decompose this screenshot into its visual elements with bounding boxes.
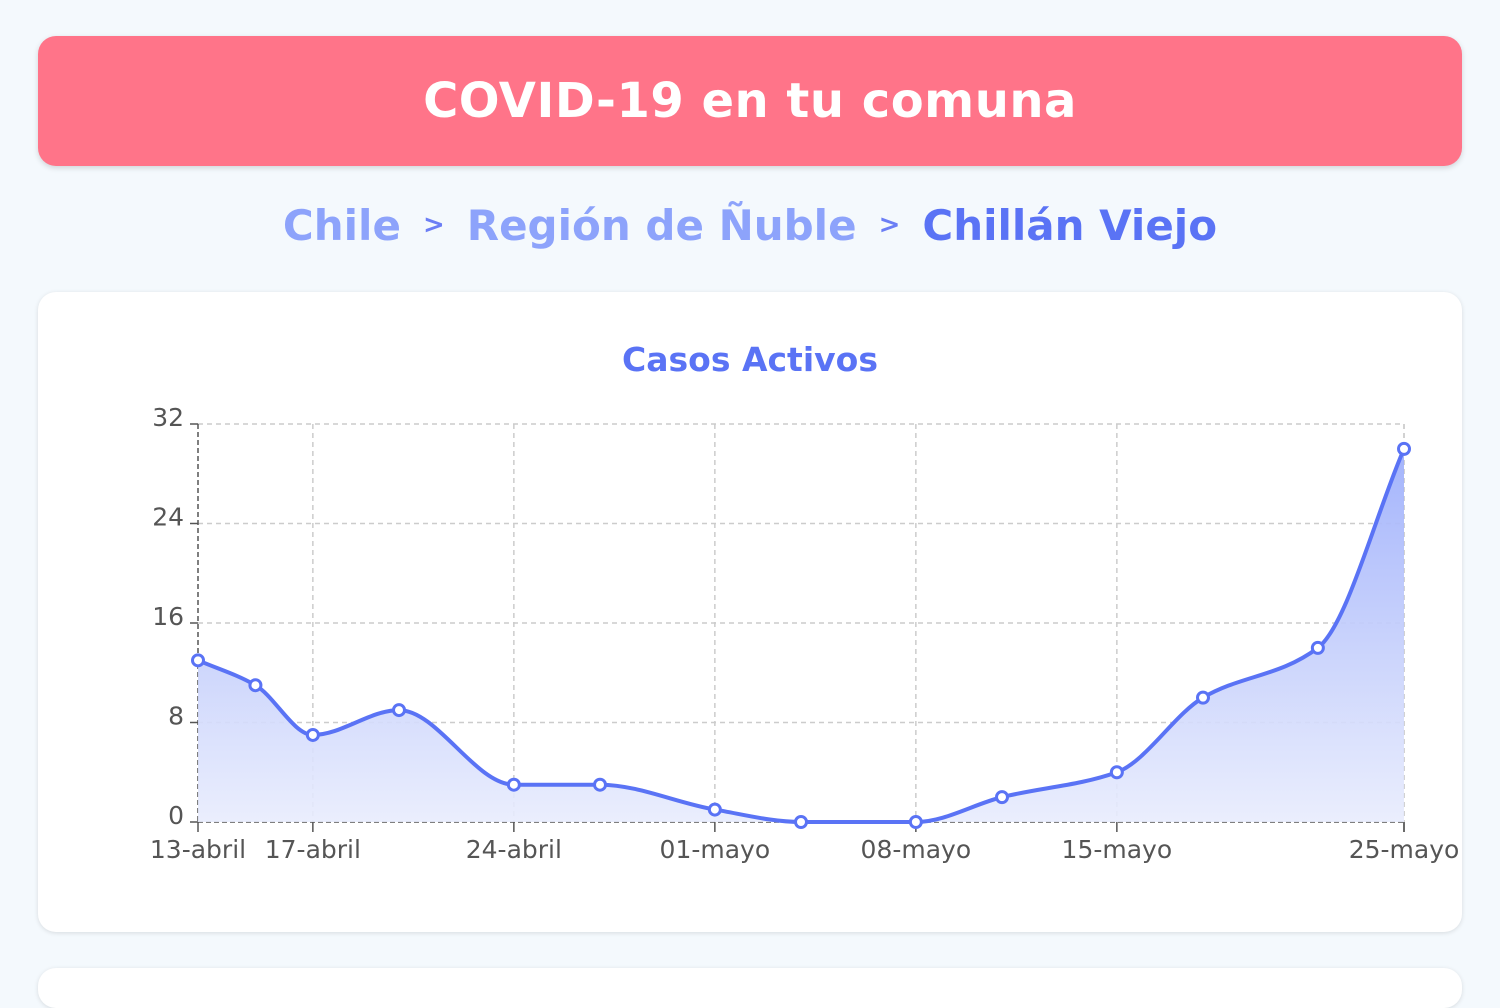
x-tick-label: 25-mayo <box>1349 835 1460 864</box>
series-line <box>196 446 1406 824</box>
y-tick-label: 32 <box>152 403 184 432</box>
data-point[interactable] <box>191 653 205 668</box>
active-cases-chart: 0 8 16 24 32 13-abril 17-abril 24-abril 01-mayo 0… <box>150 403 1460 864</box>
data-point[interactable] <box>248 678 263 693</box>
data-point[interactable] <box>1310 640 1325 655</box>
page-title: COVID-19 en tu comuna <box>423 73 1077 129</box>
data-point[interactable] <box>305 727 320 742</box>
breadcrumb-region[interactable]: Región de Ñuble <box>466 200 857 250</box>
data-point[interactable] <box>995 790 1009 805</box>
y-tick-label: 8 <box>168 702 184 731</box>
data-point[interactable] <box>1196 690 1210 705</box>
x-tick-label: 13-abril <box>150 835 246 864</box>
breadcrumb: Chile > Región de Ñuble > Chillán Viejo <box>0 193 1500 257</box>
series-area <box>198 448 1404 822</box>
breadcrumb-separator: > <box>422 210 445 240</box>
breadcrumb-commune: Chillán Viejo <box>922 200 1218 250</box>
x-tick-label: 17-abril <box>265 835 361 864</box>
x-tick-label: 24-abril <box>466 835 562 864</box>
chart-title: Casos Activos <box>622 340 878 379</box>
y-tick-label: 16 <box>152 602 184 631</box>
x-tick-label: 08-mayo <box>861 835 972 864</box>
chart-card: Casos Activos 0 8 16 24 32 13-abril 17-abril 24… <box>38 292 1462 932</box>
header-banner: COVID-19 en tu comuna <box>38 36 1462 166</box>
breadcrumb-country[interactable]: Chile <box>282 200 401 250</box>
y-tick-label: 24 <box>152 503 184 532</box>
x-tick-label: 01-mayo <box>660 835 771 864</box>
y-tick-label: 0 <box>168 801 184 830</box>
data-point[interactable] <box>1397 441 1411 456</box>
data-point[interactable] <box>707 802 722 817</box>
next-card <box>38 968 1462 1008</box>
data-point[interactable] <box>908 815 923 829</box>
x-tick-label: 15-mayo <box>1062 835 1173 864</box>
data-point[interactable] <box>794 815 808 829</box>
data-point[interactable] <box>1109 765 1124 780</box>
data-point[interactable] <box>506 777 521 792</box>
data-point[interactable] <box>593 777 607 792</box>
breadcrumb-separator: > <box>878 210 901 240</box>
data-point[interactable] <box>392 703 406 718</box>
